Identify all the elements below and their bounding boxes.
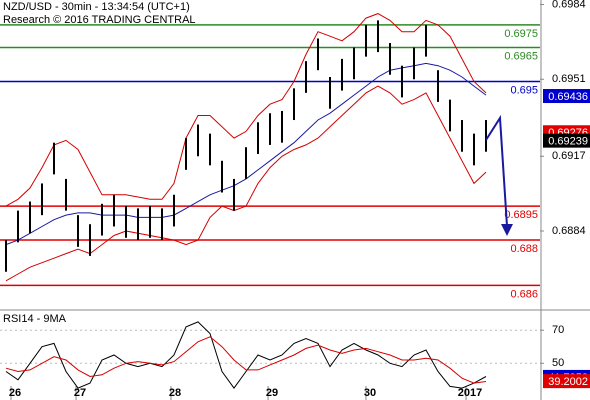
y-tick-label: 0.6951 [552, 73, 586, 85]
forecast-arrow [485, 114, 508, 227]
series-line [5, 321, 487, 389]
x-tick-label: 29 [266, 387, 278, 399]
y-tick-label: 50 [552, 357, 564, 369]
price-tag [543, 89, 590, 104]
x-tick-label: 26 [9, 387, 21, 399]
y-tick-label: 70 [552, 324, 564, 336]
x-tick-label: 28 [169, 387, 181, 399]
series-line [5, 85, 487, 282]
price-tag [543, 374, 590, 389]
price-tag-label: 0.69239 [548, 136, 588, 148]
chart-title: NZD/USD - 30min - 13:34:54 (UTC+1) [3, 1, 190, 13]
series-line [5, 336, 487, 384]
x-tick-label: 27 [74, 387, 86, 399]
x-tick-label: 30 [364, 387, 376, 399]
y-tick-label: 0.6884 [552, 225, 586, 237]
price-tag [543, 133, 590, 148]
x-tick-label: 2017 [458, 387, 482, 399]
price-tag-label: 0.69436 [548, 91, 588, 103]
arrow-head [501, 224, 513, 236]
y-tick-label: 0.6917 [552, 150, 586, 162]
chart-subtitle: Research © 2016 TRADING CENTRAL [3, 14, 196, 26]
level-label: 0.6975 [504, 28, 538, 40]
series-line [5, 13, 487, 207]
level-label: 0.695 [510, 84, 538, 96]
price-tag-label: 39.2002 [548, 376, 588, 388]
level-label: 0.6965 [504, 50, 538, 62]
level-label: 0.688 [510, 243, 538, 255]
y-tick-label: 0.6984 [552, 0, 586, 10]
rsi-title: RSI14 - 9MA [3, 313, 67, 325]
level-label: 0.6895 [504, 209, 538, 221]
level-label: 0.686 [510, 288, 538, 300]
